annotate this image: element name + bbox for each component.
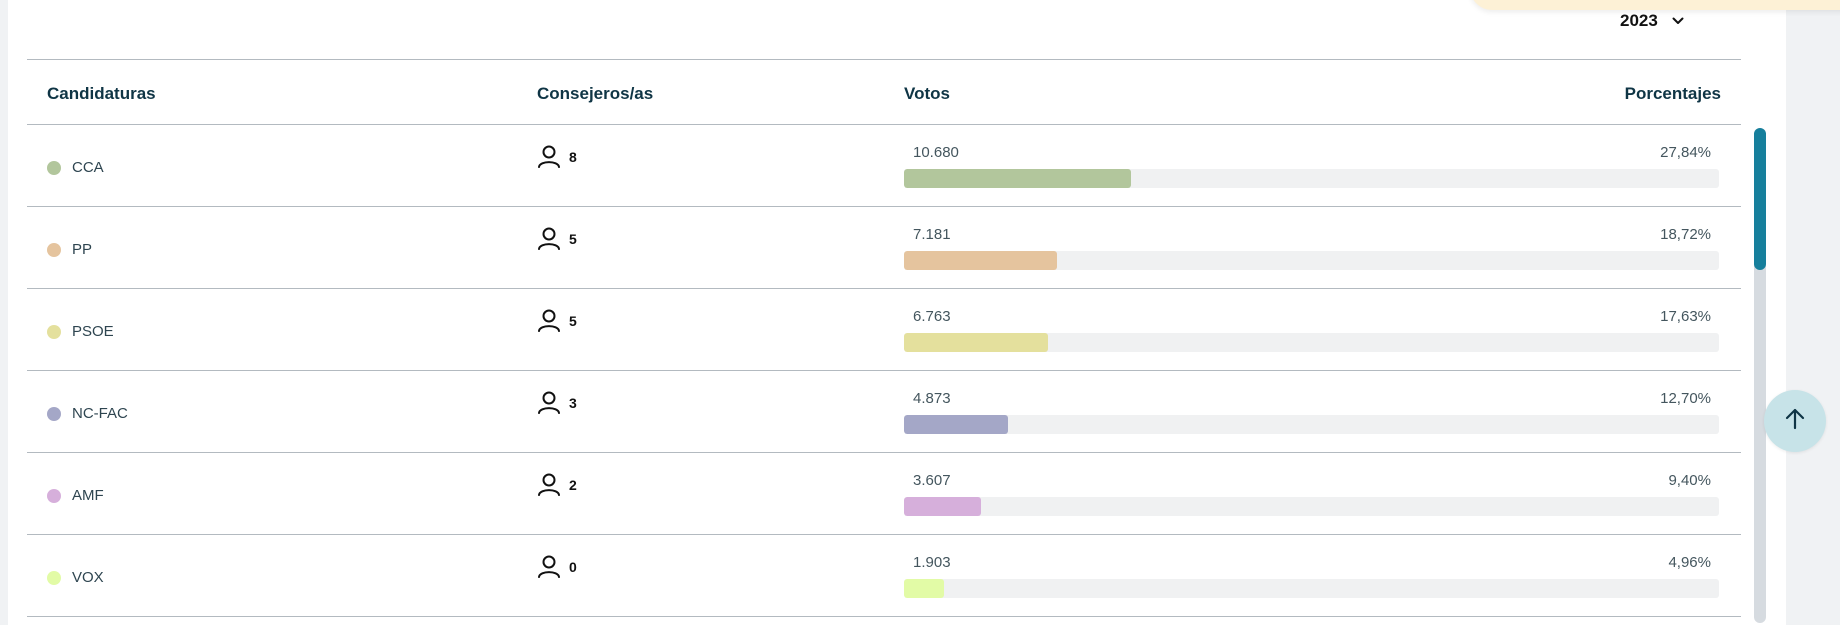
table-header: Candidaturas Consejeros/as Votos Porcent…	[27, 59, 1741, 125]
votes-count: 1.903	[913, 554, 951, 571]
seats-count: 0	[569, 559, 577, 575]
vote-bar-fill	[904, 169, 1131, 188]
party-name: VOX	[72, 569, 104, 586]
year-selector[interactable]: 2023	[1620, 8, 1684, 34]
vote-percentage: 12,70%	[1660, 390, 1711, 407]
party-color-dot	[47, 243, 61, 257]
votes-count: 7.181	[913, 226, 951, 243]
vote-percentage: 27,84%	[1660, 144, 1711, 161]
vote-bar-track	[904, 415, 1719, 434]
vote-bar-fill	[904, 415, 1008, 434]
seats-count: 3	[569, 395, 577, 411]
votes-count: 3.607	[913, 472, 951, 489]
vote-bar-track	[904, 169, 1719, 188]
table-row: PSOE 5 6.763 17,63%	[27, 289, 1741, 371]
results-table: Candidaturas Consejeros/as Votos Porcent…	[27, 59, 1741, 617]
person-icon	[537, 472, 561, 501]
header-porcentajes: Porcentajes	[1624, 84, 1721, 103]
header-consejeros: Consejeros/as	[537, 84, 654, 103]
table-row: PP 5 7.181 18,72%	[27, 207, 1741, 289]
seats-count: 8	[569, 149, 577, 165]
table-row: AMF 2 3.607 9,40%	[27, 453, 1741, 535]
vote-bar-fill	[904, 333, 1048, 352]
header-candidaturas: Candidaturas	[47, 84, 156, 103]
vote-bar-track	[904, 333, 1719, 352]
party-name: PSOE	[72, 323, 114, 340]
seats-count: 5	[569, 231, 577, 247]
vote-bar-track	[904, 579, 1719, 598]
notification-banner	[1470, 0, 1840, 10]
vote-bar-fill	[904, 497, 981, 516]
party-name: NC-FAC	[72, 405, 128, 422]
vote-percentage: 18,72%	[1660, 226, 1711, 243]
person-icon	[537, 144, 561, 173]
right-gutter	[1786, 0, 1840, 625]
person-icon	[537, 308, 561, 337]
left-gutter	[0, 0, 8, 625]
header-votos: Votos	[904, 84, 950, 103]
table-body: CCA 8 10.680 27,84% PP 5 7.181 18,72% PSOE 5 6.763…	[27, 125, 1741, 617]
vote-bar-track	[904, 497, 1719, 516]
party-name: PP	[72, 241, 93, 258]
vote-percentage: 4,96%	[1668, 554, 1711, 571]
party-name: AMF	[72, 487, 104, 504]
votes-count: 6.763	[913, 308, 951, 325]
scroll-to-top-button[interactable]	[1764, 390, 1826, 452]
party-color-dot	[47, 489, 61, 503]
votes-count: 4.873	[913, 390, 951, 407]
party-name: CCA	[72, 159, 104, 176]
party-color-dot	[47, 407, 61, 421]
vote-bar-fill	[904, 251, 1057, 270]
party-color-dot	[47, 161, 61, 175]
vote-bar-track	[904, 251, 1719, 270]
vote-bar-fill	[904, 579, 945, 598]
person-icon	[537, 390, 561, 419]
seats-count: 5	[569, 313, 577, 329]
scrollbar-thumb[interactable]	[1754, 128, 1766, 270]
chevron-down-icon	[1672, 17, 1684, 25]
seats-count: 2	[569, 477, 577, 493]
person-icon	[537, 226, 561, 255]
votes-count: 10.680	[913, 144, 959, 161]
table-row: NC-FAC 3 4.873 12,70%	[27, 371, 1741, 453]
table-row: VOX 0 1.903 4,96%	[27, 535, 1741, 617]
table-row: CCA 8 10.680 27,84%	[27, 125, 1741, 207]
party-color-dot	[47, 571, 61, 585]
vote-percentage: 17,63%	[1660, 308, 1711, 325]
party-color-dot	[47, 325, 61, 339]
scrollbar[interactable]	[1754, 128, 1766, 623]
arrow-up-icon	[1782, 406, 1808, 437]
year-selector-value: 2023	[1620, 11, 1658, 30]
vote-percentage: 9,40%	[1668, 472, 1711, 489]
person-icon	[537, 554, 561, 583]
